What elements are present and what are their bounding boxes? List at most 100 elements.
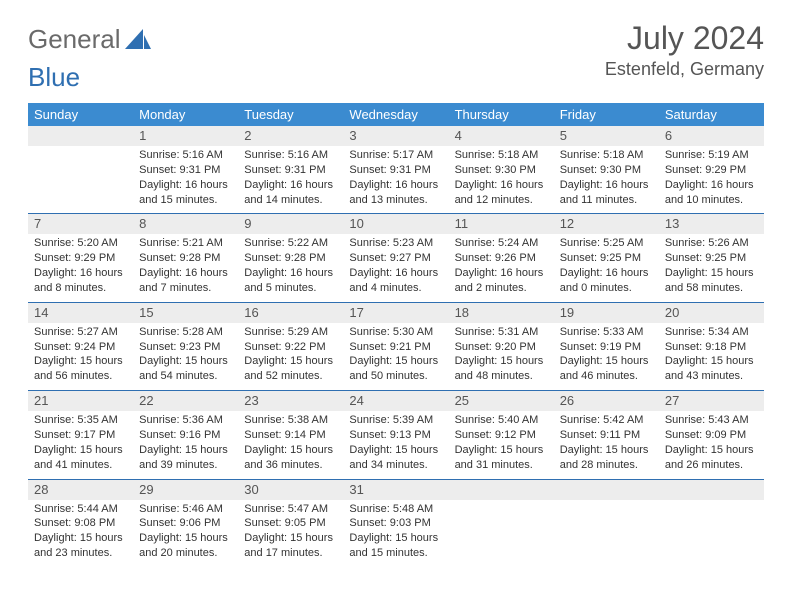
sunrise-line: Sunrise: 5:17 AM (349, 148, 442, 163)
day-cell: Sunrise: 5:46 AMSunset: 9:06 PMDaylight:… (133, 500, 238, 567)
week-data: Sunrise: 5:35 AMSunset: 9:17 PMDaylight:… (28, 411, 764, 479)
sunset-line: Sunset: 9:22 PM (244, 340, 337, 355)
day-cell: Sunrise: 5:23 AMSunset: 9:27 PMDaylight:… (343, 234, 448, 301)
day-number: 6 (659, 126, 764, 146)
day-cell: Sunrise: 5:18 AMSunset: 9:30 PMDaylight:… (449, 146, 554, 213)
daylight-line: Daylight: 15 hours and 17 minutes. (244, 531, 337, 561)
daylight-line: Daylight: 15 hours and 50 minutes. (349, 354, 442, 384)
day-number: 21 (28, 391, 133, 411)
daylight-line: Daylight: 16 hours and 11 minutes. (560, 178, 653, 208)
day-cell: Sunrise: 5:30 AMSunset: 9:21 PMDaylight:… (343, 323, 448, 390)
week-data: Sunrise: 5:16 AMSunset: 9:31 PMDaylight:… (28, 146, 764, 214)
sunrise-line: Sunrise: 5:34 AM (665, 325, 758, 340)
sunrise-line: Sunrise: 5:21 AM (139, 236, 232, 251)
day-cell: Sunrise: 5:22 AMSunset: 9:28 PMDaylight:… (238, 234, 343, 301)
day-cell: Sunrise: 5:16 AMSunset: 9:31 PMDaylight:… (238, 146, 343, 213)
daylight-line: Daylight: 15 hours and 28 minutes. (560, 443, 653, 473)
sunrise-line: Sunrise: 5:16 AM (244, 148, 337, 163)
day-cell: Sunrise: 5:19 AMSunset: 9:29 PMDaylight:… (659, 146, 764, 213)
day-cell: Sunrise: 5:25 AMSunset: 9:25 PMDaylight:… (554, 234, 659, 301)
day-cell: Sunrise: 5:42 AMSunset: 9:11 PMDaylight:… (554, 411, 659, 478)
day-number (28, 126, 133, 146)
sunset-line: Sunset: 9:31 PM (244, 163, 337, 178)
sunset-line: Sunset: 9:26 PM (455, 251, 548, 266)
sunrise-line: Sunrise: 5:31 AM (455, 325, 548, 340)
day-number: 17 (343, 303, 448, 323)
sunset-line: Sunset: 9:29 PM (665, 163, 758, 178)
day-cell: Sunrise: 5:29 AMSunset: 9:22 PMDaylight:… (238, 323, 343, 390)
day-cell: Sunrise: 5:34 AMSunset: 9:18 PMDaylight:… (659, 323, 764, 390)
week-numrow: 28293031 (28, 480, 764, 500)
sunrise-line: Sunrise: 5:46 AM (139, 502, 232, 517)
day-cell: Sunrise: 5:20 AMSunset: 9:29 PMDaylight:… (28, 234, 133, 301)
day-cell: Sunrise: 5:35 AMSunset: 9:17 PMDaylight:… (28, 411, 133, 478)
sunrise-line: Sunrise: 5:22 AM (244, 236, 337, 251)
sunset-line: Sunset: 9:03 PM (349, 516, 442, 531)
day-number: 3 (343, 126, 448, 146)
daylight-line: Daylight: 15 hours and 31 minutes. (455, 443, 548, 473)
day-cell: Sunrise: 5:39 AMSunset: 9:13 PMDaylight:… (343, 411, 448, 478)
day-number: 27 (659, 391, 764, 411)
sunset-line: Sunset: 9:13 PM (349, 428, 442, 443)
sunrise-line: Sunrise: 5:42 AM (560, 413, 653, 428)
sunrise-line: Sunrise: 5:18 AM (455, 148, 548, 163)
brand-logo: General (28, 24, 151, 55)
daylight-line: Daylight: 16 hours and 14 minutes. (244, 178, 337, 208)
weekday-sat: Saturday (659, 103, 764, 126)
weekday-wed: Wednesday (343, 103, 448, 126)
week-data: Sunrise: 5:44 AMSunset: 9:08 PMDaylight:… (28, 500, 764, 567)
day-number: 13 (659, 214, 764, 234)
daylight-line: Daylight: 15 hours and 58 minutes. (665, 266, 758, 296)
sunset-line: Sunset: 9:25 PM (665, 251, 758, 266)
day-number: 7 (28, 214, 133, 234)
day-number: 25 (449, 391, 554, 411)
daylight-line: Daylight: 15 hours and 41 minutes. (34, 443, 127, 473)
day-number: 11 (449, 214, 554, 234)
day-cell: Sunrise: 5:48 AMSunset: 9:03 PMDaylight:… (343, 500, 448, 567)
sunset-line: Sunset: 9:20 PM (455, 340, 548, 355)
day-number: 8 (133, 214, 238, 234)
sunset-line: Sunset: 9:31 PM (139, 163, 232, 178)
sunset-line: Sunset: 9:08 PM (34, 516, 127, 531)
day-number (449, 480, 554, 500)
brand-part1: General (28, 24, 121, 55)
sunset-line: Sunset: 9:21 PM (349, 340, 442, 355)
daylight-line: Daylight: 16 hours and 2 minutes. (455, 266, 548, 296)
week-numrow: 21222324252627 (28, 391, 764, 411)
sunset-line: Sunset: 9:30 PM (560, 163, 653, 178)
daylight-line: Daylight: 16 hours and 0 minutes. (560, 266, 653, 296)
day-number: 24 (343, 391, 448, 411)
daylight-line: Daylight: 15 hours and 56 minutes. (34, 354, 127, 384)
day-number: 22 (133, 391, 238, 411)
day-number: 9 (238, 214, 343, 234)
sunset-line: Sunset: 9:23 PM (139, 340, 232, 355)
sunrise-line: Sunrise: 5:23 AM (349, 236, 442, 251)
sunset-line: Sunset: 9:28 PM (139, 251, 232, 266)
day-cell: Sunrise: 5:24 AMSunset: 9:26 PMDaylight:… (449, 234, 554, 301)
sunset-line: Sunset: 9:14 PM (244, 428, 337, 443)
sunrise-line: Sunrise: 5:28 AM (139, 325, 232, 340)
day-cell: Sunrise: 5:31 AMSunset: 9:20 PMDaylight:… (449, 323, 554, 390)
sunrise-line: Sunrise: 5:40 AM (455, 413, 548, 428)
sunset-line: Sunset: 9:09 PM (665, 428, 758, 443)
sunrise-line: Sunrise: 5:16 AM (139, 148, 232, 163)
day-number: 23 (238, 391, 343, 411)
day-number: 5 (554, 126, 659, 146)
daylight-line: Daylight: 15 hours and 26 minutes. (665, 443, 758, 473)
sunrise-line: Sunrise: 5:47 AM (244, 502, 337, 517)
day-cell: Sunrise: 5:33 AMSunset: 9:19 PMDaylight:… (554, 323, 659, 390)
sunrise-line: Sunrise: 5:43 AM (665, 413, 758, 428)
day-cell: Sunrise: 5:27 AMSunset: 9:24 PMDaylight:… (28, 323, 133, 390)
daylight-line: Daylight: 15 hours and 39 minutes. (139, 443, 232, 473)
day-cell: Sunrise: 5:16 AMSunset: 9:31 PMDaylight:… (133, 146, 238, 213)
daylight-line: Daylight: 15 hours and 54 minutes. (139, 354, 232, 384)
day-number: 2 (238, 126, 343, 146)
day-number: 1 (133, 126, 238, 146)
day-number: 31 (343, 480, 448, 500)
sunset-line: Sunset: 9:16 PM (139, 428, 232, 443)
sunrise-line: Sunrise: 5:30 AM (349, 325, 442, 340)
sunset-line: Sunset: 9:19 PM (560, 340, 653, 355)
weekday-thu: Thursday (449, 103, 554, 126)
daylight-line: Daylight: 15 hours and 46 minutes. (560, 354, 653, 384)
sunset-line: Sunset: 9:29 PM (34, 251, 127, 266)
